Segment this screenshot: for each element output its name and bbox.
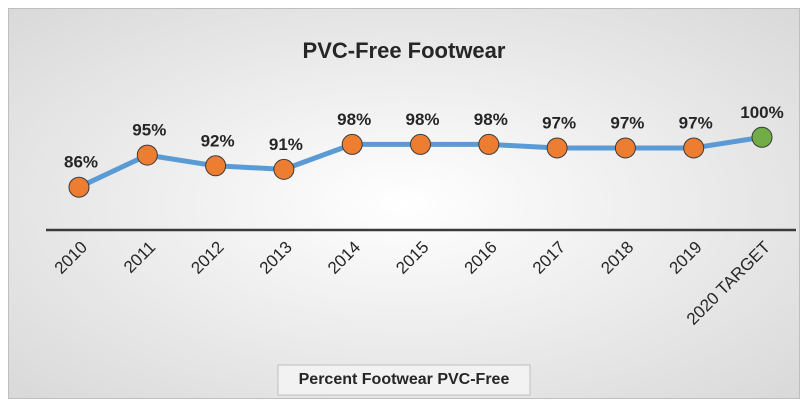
chart-area — [8, 8, 800, 399]
marker — [614, 137, 636, 159]
chart-title: PVC-Free Footwear — [303, 38, 506, 63]
marker — [136, 144, 158, 166]
marker — [751, 126, 773, 148]
data-label: 97% — [542, 113, 576, 132]
data-label: 100% — [740, 103, 783, 122]
marker — [273, 158, 295, 180]
data-label: 92% — [201, 131, 235, 150]
marker — [478, 133, 500, 155]
data-label: 95% — [132, 121, 166, 140]
data-label: 98% — [474, 110, 508, 129]
marker — [68, 176, 90, 198]
data-label: 97% — [610, 113, 644, 132]
data-label: 98% — [405, 110, 439, 129]
marker — [546, 137, 568, 159]
marker — [205, 155, 227, 177]
data-label: 91% — [269, 135, 303, 154]
legend-box — [277, 364, 531, 396]
legend-label: Percent Footwear PVC-Free — [299, 371, 510, 388]
marker — [341, 133, 363, 155]
data-label: 97% — [679, 113, 713, 132]
data-label: 86% — [64, 153, 98, 172]
data-label: 98% — [337, 110, 371, 129]
marker — [410, 133, 431, 155]
marker — [683, 137, 705, 159]
